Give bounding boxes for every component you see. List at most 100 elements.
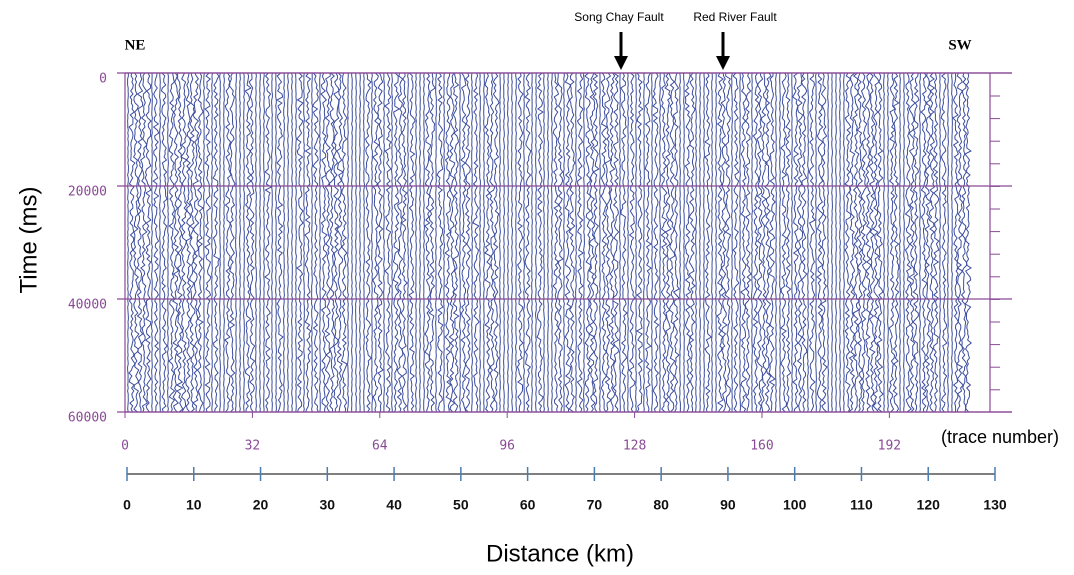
seismic-trace [400, 72, 408, 413]
seismic-trace [887, 72, 889, 413]
seismic-trace [167, 72, 169, 413]
seismic-trace [536, 72, 544, 413]
x-tick-label: 0 [123, 497, 131, 513]
x2-axis-title: (trace number) [941, 427, 1059, 447]
seismic-trace [320, 72, 328, 413]
seismic-trace [516, 72, 524, 413]
seismic-trace [259, 72, 261, 413]
seismic-trace [168, 72, 176, 413]
seismic-trace [556, 72, 564, 413]
seismic-trace [955, 72, 964, 413]
seismic-trace [584, 72, 592, 413]
seismic-trace [515, 72, 517, 413]
seismic-trace [775, 72, 777, 413]
seismic-trace [652, 72, 660, 413]
seismic-trace [688, 72, 696, 413]
seismic-trace [876, 72, 884, 413]
seismic-trace [816, 72, 824, 413]
seismic-trace [311, 72, 313, 413]
seismic-trace [224, 72, 232, 413]
seismic-trace [819, 72, 828, 413]
seismic-trace [336, 72, 345, 413]
seismic-trace [856, 72, 864, 413]
seismic-trace [659, 72, 661, 413]
seismic-trace [472, 72, 480, 413]
x-tick-label: 130 [983, 497, 1007, 513]
seismic-trace [888, 72, 896, 413]
x-tick-label: 40 [386, 497, 402, 513]
seismic-trace [460, 72, 468, 413]
seismic-trace [756, 72, 764, 413]
x-tick-label: 60 [520, 497, 536, 513]
seismic-trace [127, 72, 129, 413]
seismic-trace [483, 72, 485, 413]
seismic-trace [831, 72, 833, 413]
seismic-trace [600, 72, 608, 413]
seismic-trace [752, 72, 760, 413]
seismic-trace [160, 72, 168, 413]
seismic-trace [392, 72, 401, 413]
seismic-trace [271, 72, 273, 413]
x-tick-label: 70 [587, 497, 603, 513]
seismic-trace [964, 72, 973, 413]
seismic-trace [924, 72, 932, 413]
x2-tick-label: 192 [878, 439, 901, 454]
x-tick-label: 30 [320, 497, 336, 513]
seismic-trace [363, 72, 365, 413]
fault-label: Red River Fault [693, 10, 777, 24]
seismic-trace [785, 72, 792, 413]
seismic-trace [290, 72, 293, 413]
seismic-trace [711, 72, 713, 413]
seismic-trace [523, 72, 525, 413]
seismic-trace [524, 72, 532, 413]
x-tick-label: 50 [453, 497, 469, 513]
seismic-trace [192, 72, 200, 413]
seismic-trace [287, 72, 289, 413]
seismic-trace [443, 72, 445, 413]
x-tick-label: 20 [253, 497, 269, 513]
seismic-trace [835, 72, 837, 413]
x2-tick-label: 128 [623, 439, 646, 454]
seismic-trace [683, 72, 685, 413]
seismic-trace [568, 72, 576, 413]
seismic-trace [844, 72, 852, 413]
seismic-trace [151, 72, 153, 413]
seismic-trace [303, 72, 305, 413]
x-tick-label: 100 [783, 497, 807, 513]
seismic-trace [351, 72, 353, 413]
seismic-trace [583, 72, 585, 413]
seismic-trace [219, 72, 221, 413]
seismic-trace [211, 72, 213, 413]
seismic-trace [511, 72, 513, 413]
seismic-trace [588, 72, 596, 413]
seismic-trace [175, 72, 184, 413]
seismic-trace [136, 72, 144, 413]
y-axis-title: Time (ms) [15, 186, 42, 293]
seismic-trace [852, 72, 860, 413]
seismic-trace [635, 72, 637, 413]
seismic-trace [611, 72, 620, 413]
seismic-trace [644, 72, 652, 413]
seismic-trace [507, 72, 509, 413]
seismic-trace [419, 72, 421, 413]
seismic-trace [627, 72, 629, 413]
seismic-trace [563, 72, 565, 413]
seismic-trace [716, 72, 724, 413]
seismic-trace [899, 72, 901, 413]
seismic-trace [547, 72, 549, 413]
seismic-trace [492, 72, 500, 413]
seismic-traces [127, 72, 973, 413]
seismic-trace [903, 72, 905, 413]
fault-label: Song Chay Fault [574, 10, 664, 24]
seismic-trace [312, 72, 320, 413]
seismic-trace [551, 72, 553, 413]
seismic-trace [651, 72, 653, 413]
seismic-trace [275, 72, 277, 413]
seismic-trace [920, 72, 928, 413]
x-tick-label: 10 [186, 497, 202, 513]
seismic-trace [751, 72, 753, 413]
seismic-trace [264, 72, 273, 413]
seismic-trace [792, 72, 800, 413]
seismic-trace [919, 72, 921, 413]
